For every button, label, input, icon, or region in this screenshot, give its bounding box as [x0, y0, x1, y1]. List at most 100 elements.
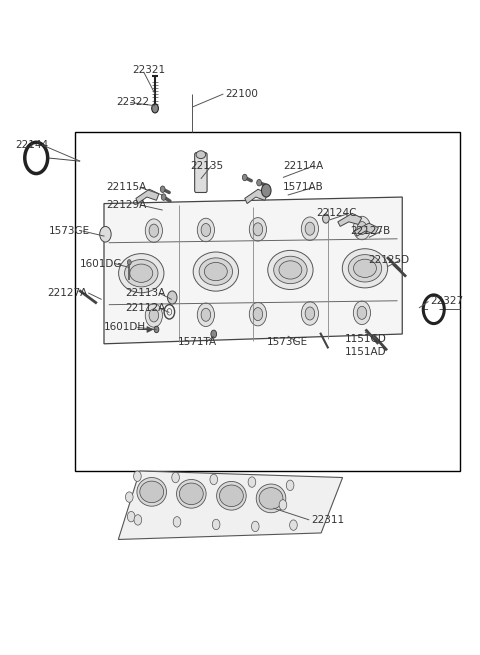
- Text: 1573GE: 1573GE: [267, 337, 308, 347]
- Ellipse shape: [199, 258, 232, 286]
- Text: 22112A: 22112A: [125, 303, 166, 313]
- Polygon shape: [245, 189, 268, 204]
- Circle shape: [286, 480, 294, 491]
- Ellipse shape: [348, 255, 382, 282]
- Circle shape: [353, 301, 371, 325]
- Circle shape: [145, 219, 162, 242]
- Circle shape: [127, 259, 131, 265]
- Text: 22322: 22322: [116, 98, 149, 107]
- Text: 22144: 22144: [15, 140, 48, 150]
- Text: 22124C: 22124C: [316, 208, 357, 218]
- Circle shape: [428, 301, 440, 317]
- Text: 22321: 22321: [132, 65, 166, 75]
- Ellipse shape: [279, 261, 302, 279]
- Polygon shape: [118, 471, 343, 540]
- Text: 22129A: 22129A: [107, 200, 146, 210]
- Text: 22125D: 22125D: [368, 255, 409, 265]
- Circle shape: [172, 472, 180, 483]
- Ellipse shape: [256, 484, 286, 513]
- Text: 22327: 22327: [430, 297, 463, 307]
- Circle shape: [197, 218, 215, 242]
- Ellipse shape: [259, 487, 283, 509]
- Circle shape: [301, 302, 319, 326]
- FancyArrowPatch shape: [165, 191, 169, 193]
- Ellipse shape: [137, 477, 167, 506]
- Circle shape: [253, 308, 263, 321]
- Circle shape: [173, 517, 181, 527]
- FancyArrowPatch shape: [262, 183, 266, 185]
- Ellipse shape: [219, 485, 243, 506]
- FancyBboxPatch shape: [195, 153, 207, 193]
- Ellipse shape: [216, 481, 246, 510]
- Text: 1571AB: 1571AB: [283, 182, 324, 193]
- Circle shape: [252, 521, 259, 532]
- Ellipse shape: [204, 263, 228, 281]
- Ellipse shape: [180, 483, 203, 504]
- Circle shape: [249, 217, 266, 241]
- Text: 1601DH: 1601DH: [104, 322, 146, 333]
- Circle shape: [149, 309, 158, 322]
- Circle shape: [323, 214, 329, 223]
- Circle shape: [249, 303, 266, 326]
- FancyArrowPatch shape: [247, 179, 251, 181]
- Circle shape: [242, 174, 247, 181]
- Circle shape: [357, 307, 367, 320]
- FancyArrowPatch shape: [166, 198, 170, 201]
- Circle shape: [134, 515, 142, 525]
- Ellipse shape: [196, 151, 205, 159]
- Text: 1573GE: 1573GE: [49, 226, 90, 236]
- Circle shape: [212, 519, 220, 530]
- Circle shape: [262, 184, 271, 197]
- Ellipse shape: [342, 249, 388, 288]
- Circle shape: [154, 326, 159, 333]
- Polygon shape: [136, 189, 159, 204]
- Ellipse shape: [130, 264, 153, 282]
- Bar: [75, 132, 459, 471]
- Text: 22127B: 22127B: [350, 226, 390, 236]
- Circle shape: [257, 179, 262, 186]
- Text: 1601DG: 1601DG: [80, 259, 122, 269]
- Circle shape: [289, 520, 297, 531]
- Circle shape: [211, 330, 216, 338]
- Circle shape: [305, 307, 315, 320]
- Polygon shape: [338, 214, 362, 227]
- Circle shape: [353, 216, 371, 240]
- Circle shape: [305, 222, 315, 235]
- Circle shape: [30, 149, 42, 166]
- Text: 22311: 22311: [312, 515, 345, 525]
- Ellipse shape: [353, 259, 376, 278]
- Ellipse shape: [125, 259, 158, 287]
- Circle shape: [248, 477, 256, 487]
- Polygon shape: [104, 197, 402, 344]
- Circle shape: [145, 304, 162, 328]
- Ellipse shape: [119, 253, 164, 293]
- Text: 22135: 22135: [190, 160, 223, 171]
- Circle shape: [168, 291, 177, 304]
- Ellipse shape: [140, 481, 164, 502]
- Circle shape: [152, 103, 158, 113]
- Ellipse shape: [268, 250, 313, 290]
- Circle shape: [160, 186, 165, 193]
- Circle shape: [201, 223, 211, 236]
- Circle shape: [253, 223, 263, 236]
- Ellipse shape: [177, 479, 206, 508]
- Circle shape: [201, 309, 211, 322]
- Text: 1151CD: 1151CD: [345, 333, 387, 344]
- Ellipse shape: [193, 252, 239, 291]
- Text: 22100: 22100: [226, 89, 259, 99]
- Text: 1571TA: 1571TA: [178, 337, 217, 347]
- Circle shape: [161, 194, 166, 200]
- Circle shape: [127, 512, 135, 522]
- Circle shape: [357, 221, 367, 234]
- Circle shape: [301, 217, 319, 240]
- Text: 1151AD: 1151AD: [345, 346, 386, 356]
- Circle shape: [279, 500, 287, 510]
- Text: 22127A: 22127A: [48, 288, 88, 298]
- Circle shape: [125, 492, 133, 502]
- Polygon shape: [355, 223, 378, 236]
- Text: 22115A: 22115A: [107, 182, 146, 193]
- Circle shape: [133, 471, 141, 481]
- Ellipse shape: [274, 256, 307, 284]
- Circle shape: [197, 303, 215, 327]
- Circle shape: [149, 224, 158, 237]
